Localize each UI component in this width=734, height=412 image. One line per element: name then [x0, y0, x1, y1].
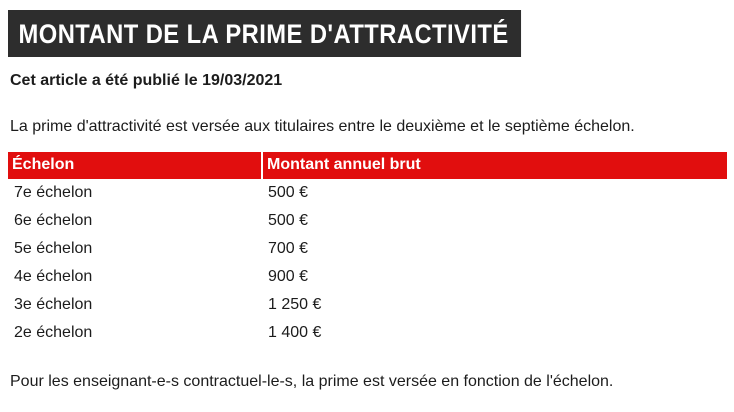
echelon-cell: 3e échelon	[8, 291, 262, 320]
table-row: 4e échelon 900 €	[8, 263, 727, 292]
montant-cell: 700 €	[262, 235, 727, 264]
publication-line: Cet article a été publié le 19/03/2021	[10, 71, 726, 91]
prime-table-header: Échelon Montant annuel brut	[8, 152, 727, 180]
echelon-cell: 4e échelon	[8, 263, 262, 292]
echelon-cell: 6e échelon	[8, 207, 262, 236]
table-row: 6e échelon 500 €	[8, 207, 727, 236]
montant-cell: 900 €	[262, 263, 727, 292]
montant-cell: 500 €	[262, 179, 727, 208]
table-row: 5e échelon 700 €	[8, 235, 727, 264]
article-content: MONTANT DE LA PRIME D'ATTRACTIVITÉ Cet a…	[8, 10, 727, 391]
table-row: 3e échelon 1 250 €	[8, 291, 727, 320]
echelon-cell: 2e échelon	[8, 319, 262, 348]
intro-paragraph: La prime d'attractivité est versée aux t…	[10, 118, 635, 136]
montant-cell: 1 250 €	[262, 291, 727, 320]
echelon-cell: 5e échelon	[8, 235, 262, 264]
table-row: 7e échelon 500 €	[8, 179, 727, 208]
publication-date: 19/03/2021	[202, 72, 283, 90]
publication-prefix: Cet article a été publié le	[10, 72, 203, 90]
page-title: MONTANT DE LA PRIME D'ATTRACTIVITÉ	[18, 19, 509, 49]
footer-note: Pour les enseignant-e-s contractuel-le-s…	[10, 373, 614, 391]
table-row: 2e échelon 1 400 €	[8, 319, 727, 348]
prime-table: Échelon Montant annuel brut 7e échelon 5…	[8, 152, 727, 348]
table-header-montant: Montant annuel brut	[262, 152, 727, 180]
table-header-echelon: Échelon	[8, 152, 263, 180]
table-header-row: Échelon Montant annuel brut	[8, 152, 727, 180]
article-title-banner: MONTANT DE LA PRIME D'ATTRACTIVITÉ	[8, 10, 521, 58]
echelon-cell: 7e échelon	[8, 179, 262, 208]
montant-cell: 1 400 €	[262, 319, 727, 348]
montant-cell: 500 €	[262, 207, 727, 236]
prime-table-body: 7e échelon 500 € 6e échelon 500 € 5e éch…	[8, 179, 727, 348]
